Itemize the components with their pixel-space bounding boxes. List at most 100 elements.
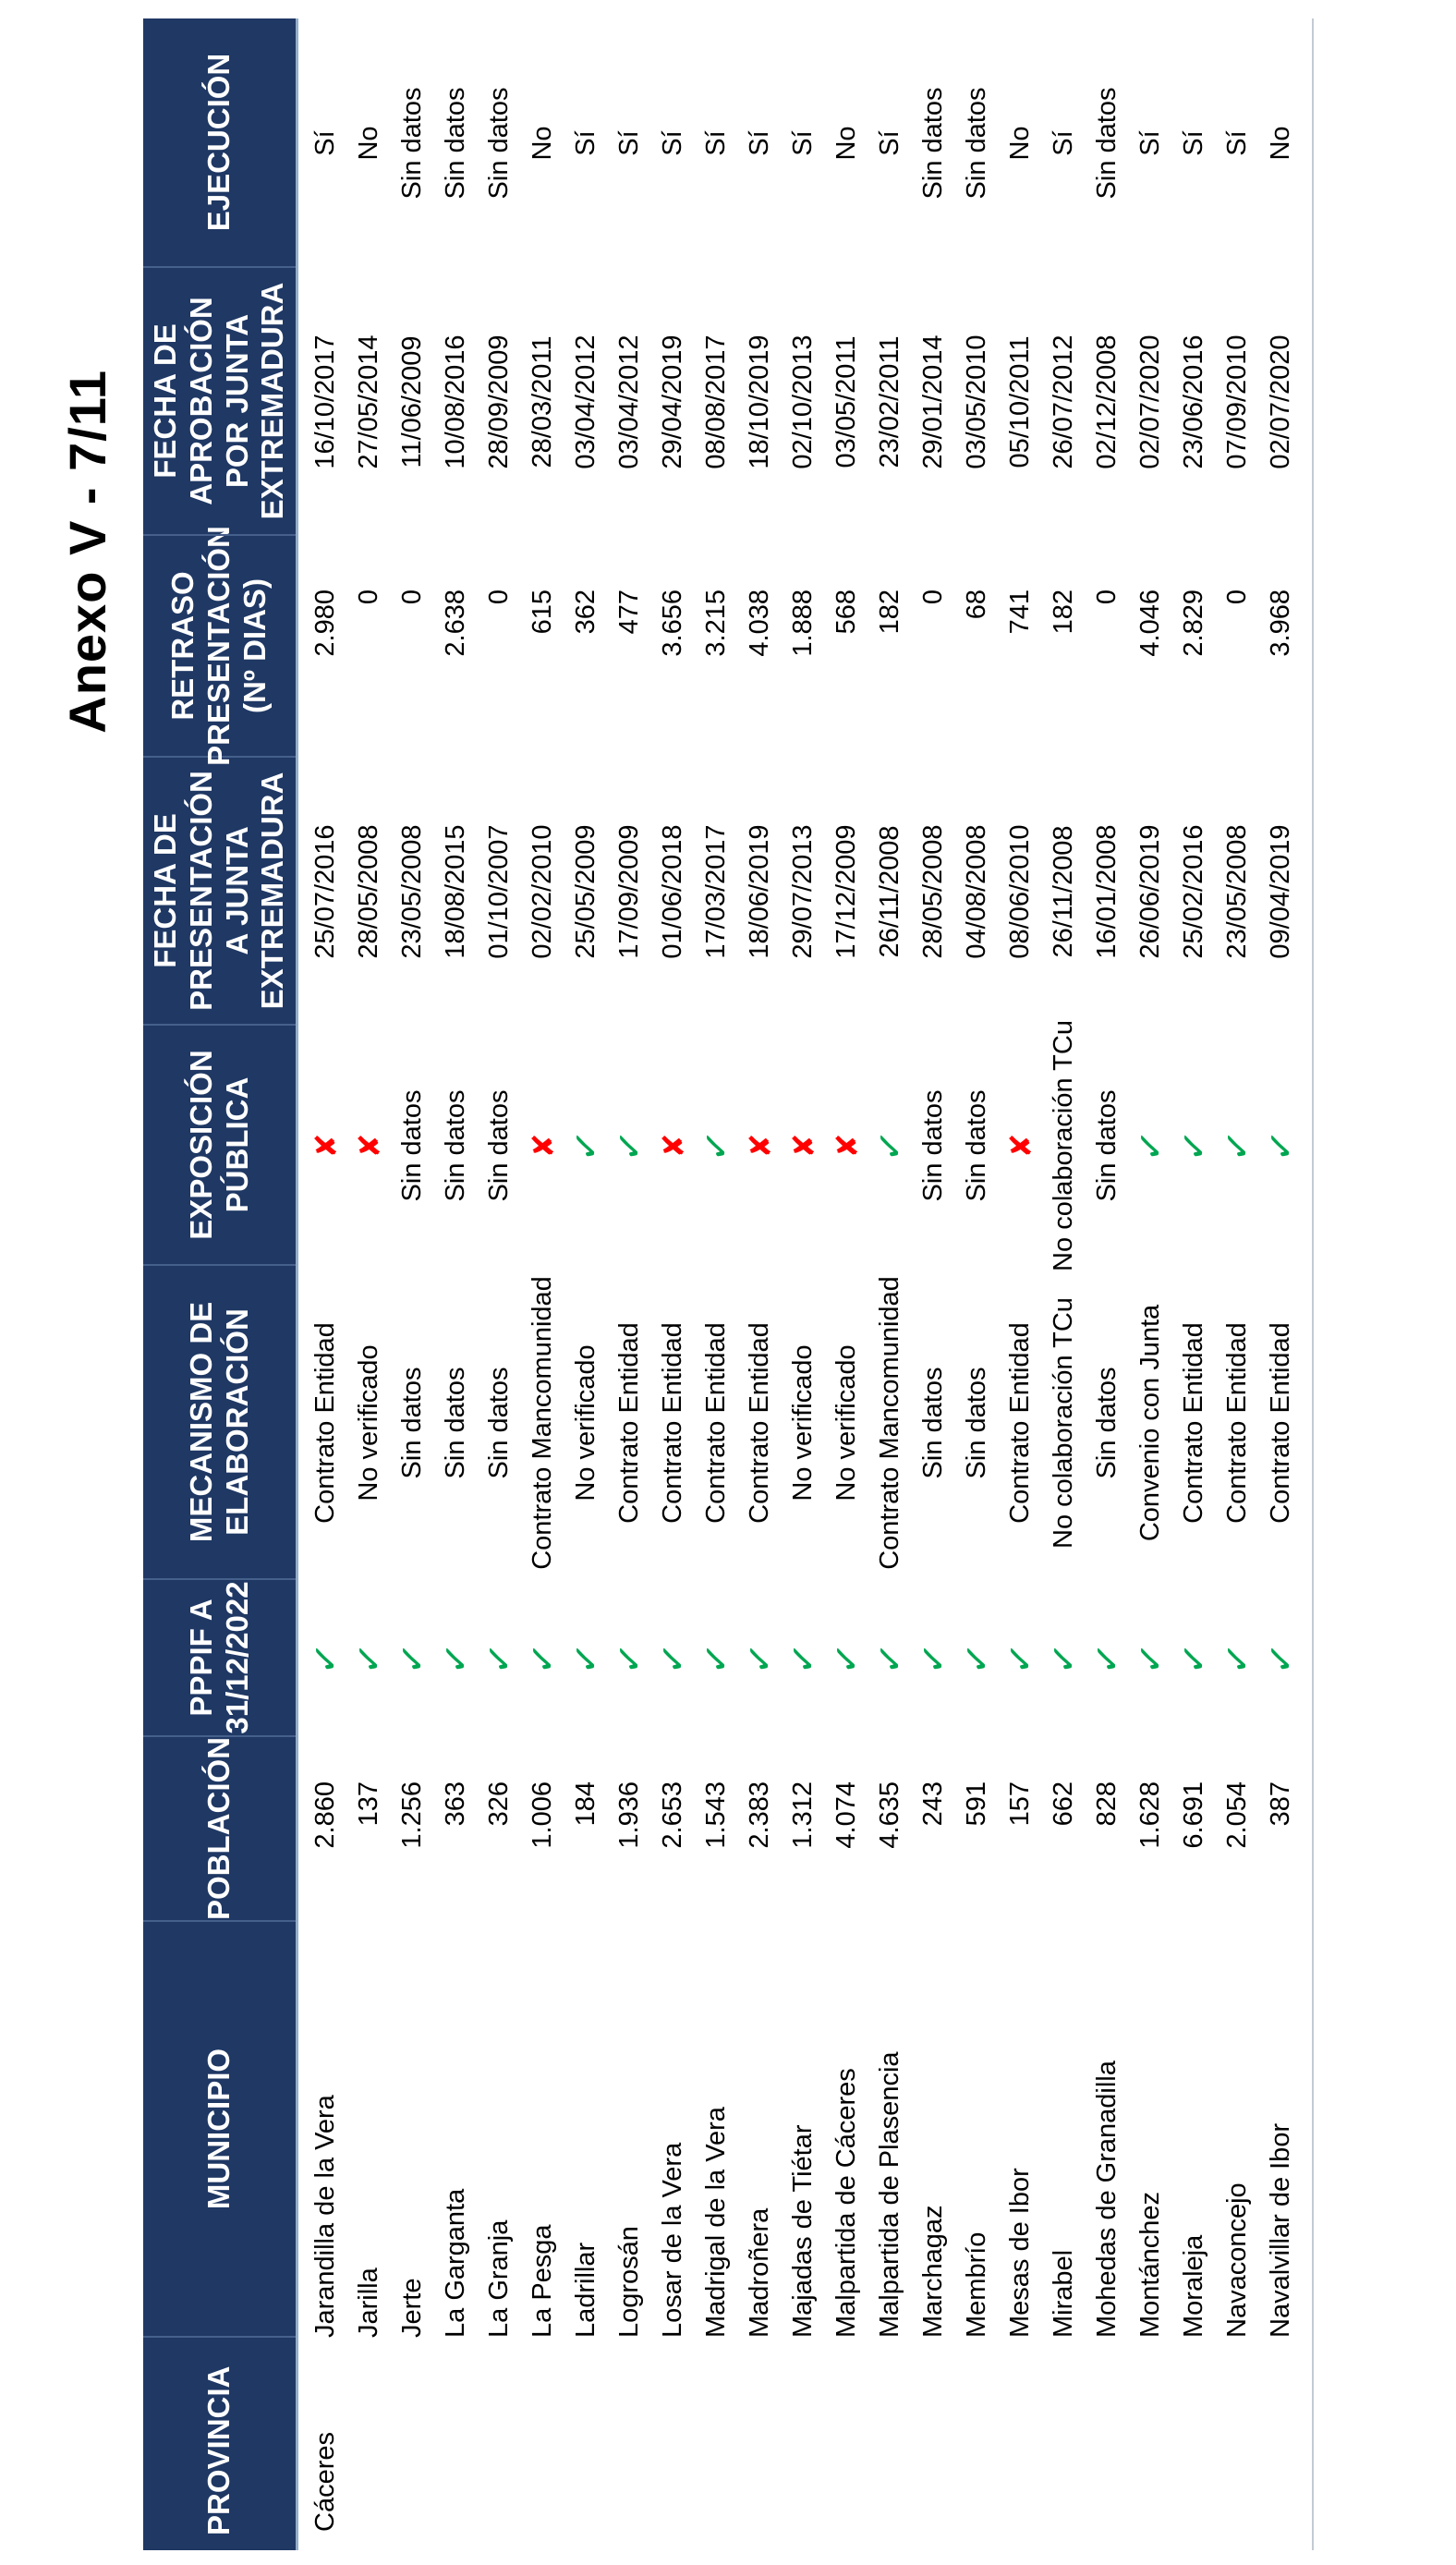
cell-municipio: La Garganta bbox=[441, 2188, 470, 2338]
cell-fecha-presentacion: 01/06/2018 bbox=[658, 824, 687, 959]
cell-mecanismo: Contrato Entidad bbox=[1222, 1322, 1252, 1524]
header-poblacion: POBLACIÓN bbox=[143, 1737, 296, 1922]
cell-fecha-presentacion: 04/08/2008 bbox=[962, 824, 991, 959]
cell-retraso: 0 bbox=[1092, 590, 1122, 605]
cell-fecha-presentacion: 29/07/2013 bbox=[788, 824, 818, 959]
check-icon: ✓ bbox=[694, 1640, 739, 1677]
check-icon: ✓ bbox=[954, 1640, 1000, 1677]
cell-ejecucion: Sí bbox=[701, 130, 731, 156]
cell-mecanismo: Contrato Entidad bbox=[745, 1322, 774, 1524]
check-icon: ✓ bbox=[1258, 1640, 1304, 1677]
cell-municipio: Losar de la Vera bbox=[658, 2142, 687, 2338]
cell-pppif: ✓ bbox=[998, 1580, 1042, 1737]
cell-fecha-aprobacion: 02/07/2020 bbox=[1135, 334, 1165, 469]
cell-pppif: ✓ bbox=[911, 1580, 955, 1737]
cell-municipio: Montánchez bbox=[1135, 2192, 1165, 2338]
check-icon: ✓ bbox=[1085, 1640, 1130, 1677]
cell-retraso: 2.980 bbox=[310, 590, 340, 657]
cell-fecha-presentacion: 17/03/2017 bbox=[701, 824, 731, 959]
cell-retraso: 0 bbox=[484, 590, 514, 605]
cell-retraso: 3.656 bbox=[658, 590, 687, 657]
cell-exposicion: ✘ bbox=[1004, 1026, 1037, 1266]
cell-municipio: Logrosán bbox=[614, 2226, 644, 2338]
cell-ejecucion: Sí bbox=[310, 130, 340, 156]
check-icon: ✓ bbox=[781, 1640, 826, 1677]
cell-ejecucion: Sí bbox=[1222, 130, 1252, 156]
cell-fecha-presentacion: 25/07/2016 bbox=[310, 824, 340, 959]
check-icon: ✓ bbox=[1258, 1127, 1304, 1164]
check-icon: ✓ bbox=[520, 1640, 565, 1677]
table-header-row: PROVINCIA MUNICIPIO POBLACIÓN PPPIF A 31… bbox=[143, 18, 296, 2550]
cell-exposicion: Sin datos bbox=[397, 1089, 427, 1202]
cell-pppif: ✓ bbox=[390, 1580, 434, 1737]
cell-ejecucion: Sí bbox=[614, 130, 644, 156]
cell-poblacion: 2.653 bbox=[658, 1781, 687, 1849]
cell-exposicion: ✓ bbox=[694, 1026, 739, 1266]
cell-poblacion: 326 bbox=[484, 1781, 514, 1827]
check-icon: ✓ bbox=[1171, 1127, 1217, 1164]
cell-fecha-aprobacion: 02/12/2008 bbox=[1092, 334, 1122, 469]
cell-municipio: Navaconcejo bbox=[1222, 2182, 1252, 2338]
table-row: La Pesga 1.006 ✓ Contrato Mancomunidad ✘… bbox=[520, 18, 565, 2550]
cell-retraso: 4.046 bbox=[1135, 590, 1165, 657]
cell-provincia: Cáceres bbox=[310, 2432, 340, 2532]
cell-municipio: Majadas de Tiétar bbox=[788, 2124, 818, 2338]
cell-ejecucion: Sí bbox=[788, 130, 818, 156]
check-icon: ✓ bbox=[694, 1127, 739, 1164]
table-row: Jarilla 137 ✓ No verificado ✘ 28/05/2008… bbox=[346, 18, 392, 2550]
cell-fecha-presentacion: 23/05/2008 bbox=[1222, 824, 1252, 959]
cell-ejecucion: Sin datos bbox=[962, 87, 991, 200]
cell-poblacion: 1.006 bbox=[528, 1781, 557, 1849]
cell-poblacion: 363 bbox=[441, 1781, 470, 1827]
cell-pppif: ✓ bbox=[1171, 1580, 1216, 1737]
cell-pppif: ✓ bbox=[824, 1580, 869, 1737]
cell-poblacion: 4.635 bbox=[875, 1781, 904, 1849]
cell-retraso: 1.888 bbox=[788, 590, 818, 657]
cell-fecha-presentacion: 18/06/2019 bbox=[745, 824, 774, 959]
cell-ejecucion: Sí bbox=[571, 130, 601, 156]
cell-poblacion: 2.054 bbox=[1222, 1781, 1252, 1849]
cell-fecha-presentacion: 09/04/2019 bbox=[1266, 824, 1295, 959]
cell-fecha-aprobacion: 08/08/2017 bbox=[701, 334, 731, 469]
cell-pppif: ✓ bbox=[433, 1580, 478, 1737]
cell-fecha-presentacion: 28/05/2008 bbox=[918, 824, 948, 959]
cell-exposicion: No colaboración TCu bbox=[1049, 1020, 1078, 1271]
table-row: Moraleja 6.691 ✓ Contrato Entidad ✓ 25/0… bbox=[1171, 18, 1217, 2550]
cross-icon: ✘ bbox=[309, 1133, 343, 1159]
cell-fecha-presentacion: 28/05/2008 bbox=[354, 824, 383, 959]
cell-poblacion: 662 bbox=[1049, 1781, 1078, 1827]
table-row: Logrosán 1.936 ✓ Contrato Entidad ✓ 17/0… bbox=[607, 18, 652, 2550]
cell-retraso: 2.829 bbox=[1179, 590, 1208, 657]
cell-poblacion: 828 bbox=[1092, 1781, 1122, 1827]
cell-mecanismo: Contrato Entidad bbox=[1005, 1322, 1035, 1524]
cell-exposicion: Sin datos bbox=[962, 1089, 991, 1202]
cell-fecha-aprobacion: 03/05/2010 bbox=[962, 334, 991, 469]
cell-mecanismo: No verificado bbox=[571, 1344, 601, 1501]
cell-mecanismo: Contrato Mancomunidad bbox=[528, 1276, 557, 1570]
table-row: Ladrillar 184 ✓ No verificado ✓ 25/05/20… bbox=[564, 18, 609, 2550]
cell-fecha-aprobacion: 05/10/2011 bbox=[1005, 335, 1035, 468]
cell-fecha-presentacion: 02/02/2010 bbox=[528, 824, 557, 959]
cell-exposicion: ✓ bbox=[868, 1026, 912, 1266]
cell-exposicion: ✘ bbox=[309, 1026, 343, 1266]
cell-mecanismo: Contrato Entidad bbox=[1266, 1322, 1295, 1524]
cell-municipio: Marchagaz bbox=[918, 2205, 948, 2338]
cell-fecha-aprobacion: 29/04/2019 bbox=[658, 334, 687, 469]
header-mecanismo: MECANISMO DE ELABORACIÓN bbox=[143, 1266, 296, 1580]
cell-ejecucion: Sin datos bbox=[1092, 87, 1122, 200]
cell-fecha-presentacion: 17/09/2009 bbox=[614, 824, 644, 959]
cell-pppif: ✓ bbox=[1128, 1580, 1172, 1737]
cell-mecanismo: Contrato Entidad bbox=[1179, 1322, 1208, 1524]
cell-pppif: ✓ bbox=[1258, 1580, 1304, 1737]
table-row: Navalvillar de Ibor 387 ✓ Contrato Entid… bbox=[1258, 18, 1304, 2550]
check-icon: ✓ bbox=[824, 1640, 869, 1677]
cell-ejecucion: No bbox=[1005, 126, 1035, 161]
cell-fecha-presentacion: 08/06/2010 bbox=[1005, 824, 1035, 959]
cell-pppif: ✓ bbox=[954, 1580, 1000, 1737]
cell-mecanismo: Contrato Entidad bbox=[701, 1322, 731, 1524]
cell-poblacion: 2.860 bbox=[310, 1781, 340, 1849]
cell-pppif: ✓ bbox=[607, 1580, 651, 1737]
cell-exposicion: ✓ bbox=[1128, 1026, 1172, 1266]
cell-poblacion: 1.543 bbox=[701, 1781, 731, 1849]
